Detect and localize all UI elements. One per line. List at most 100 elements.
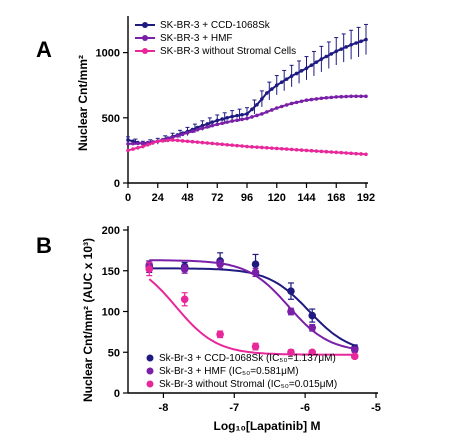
legend-b-item-2: Sk-Br-3 + HMF (IC₅₀=0.581μM)	[159, 366, 299, 377]
data-point-a-1	[265, 91, 269, 95]
data-point-b-3	[287, 348, 295, 357]
data-point-a-3	[269, 146, 274, 150]
legend-b-item-3: Sk-Br-3 without Stromal (IC₅₀=0.015μM)	[159, 379, 337, 390]
panel-a-x-tick-label: 192	[357, 192, 375, 204]
data-point-a-1	[304, 66, 309, 71]
legend-b-item-1: Sk-Br-3 + CCD-1068Sk (IC₅₀=1.137μM)	[159, 353, 336, 364]
data-point-a-1	[274, 83, 279, 87]
panel-b-y-tick-label: 50	[108, 347, 120, 359]
data-point-b-3	[251, 342, 260, 351]
data-point-a-3	[289, 147, 294, 152]
data-point-a-2	[170, 135, 175, 140]
fit-curve-b-1	[149, 267, 356, 347]
data-point-a-2	[319, 96, 324, 101]
data-point-a-2	[250, 115, 254, 119]
data-point-a-3	[260, 145, 264, 150]
data-point-a-1	[289, 74, 294, 78]
data-point-a-1	[126, 138, 130, 142]
data-point-a-1	[344, 45, 348, 49]
data-point-b-2	[180, 265, 189, 273]
data-point-a-2	[314, 97, 319, 101]
legend-a-marker-2	[142, 35, 148, 41]
data-point-a-2	[131, 141, 135, 146]
legend-b-marker-3	[146, 380, 154, 388]
panel-b-legend: Sk-Br-3 + CCD-1068Sk (IC₅₀=1.137μM) Sk-B…	[146, 353, 337, 390]
data-point-a-3	[126, 148, 130, 153]
panel-b-y-tick-label: 150	[102, 266, 120, 278]
data-point-b-2	[216, 260, 224, 269]
data-point-a-3	[150, 141, 155, 145]
legend-b-marker-2	[146, 367, 154, 375]
data-point-a-3	[180, 139, 185, 143]
data-point-a-1	[359, 39, 363, 44]
data-point-b-2	[350, 346, 359, 354]
data-point-a-3	[235, 143, 239, 148]
data-point-a-3	[255, 145, 259, 149]
legend-a-marker-3	[142, 48, 148, 54]
panel-b-y-tick-label: 0	[114, 388, 120, 400]
data-point-a-3	[314, 149, 319, 153]
data-point-a-1	[329, 52, 334, 56]
panel-a-axes: 0 24 48 72 96 120 144 168 192 0 500 1000	[96, 16, 375, 204]
legend-a-item-3: SK-BR-3 without Stromal Cells	[160, 46, 296, 57]
panel-b-y-axis-label: Nuclear Cnt/mm² (AUC x 10³)	[81, 238, 95, 402]
data-point-a-2	[324, 96, 329, 100]
panel-a-label: A	[36, 37, 52, 62]
data-point-a-2	[225, 120, 229, 124]
data-point-a-1	[354, 41, 358, 45]
panel-a-y-tick-label: 500	[102, 113, 120, 125]
data-point-b-3	[216, 330, 224, 339]
data-point-a-1	[250, 107, 254, 112]
panel-b-axes: -8 -7 -6 -5 0 50 100 150 200	[102, 225, 381, 414]
data-point-a-2	[359, 94, 363, 99]
data-point-a-2	[349, 94, 353, 99]
data-point-a-1	[260, 97, 264, 101]
data-point-a-2	[141, 141, 145, 146]
data-point-a-3	[195, 140, 200, 144]
panel-b-x-tick-label: -6	[300, 402, 310, 414]
legend-b-marker-1	[146, 354, 154, 362]
data-point-a-2	[126, 142, 130, 146]
data-point-b-2	[251, 268, 260, 277]
panel-a-x-tick-label: 168	[327, 192, 345, 204]
data-point-a-1	[269, 87, 274, 91]
data-point-a-3	[146, 142, 150, 147]
data-point-a-2	[255, 113, 259, 118]
data-point-a-3	[225, 142, 229, 147]
panel-a-x-tick-label: 96	[241, 192, 253, 204]
panel-b-label: B	[36, 233, 52, 258]
data-point-a-3	[131, 147, 135, 151]
data-point-a-2	[180, 132, 185, 137]
data-point-a-3	[265, 145, 269, 150]
legend-a-item-1: SK-BR-3 + CCD-1068Sk	[160, 20, 271, 31]
data-point-a-2	[136, 141, 140, 146]
panel-a-y-axis-label: Nuclear Cnt/mm²	[76, 55, 90, 151]
data-point-a-1	[235, 113, 239, 118]
data-point-a-3	[354, 151, 358, 156]
data-point-a-2	[245, 116, 249, 121]
data-point-b-1	[251, 260, 260, 269]
data-point-a-3	[240, 144, 244, 148]
data-point-a-3	[190, 139, 195, 144]
data-point-a-1	[225, 116, 229, 120]
panel-b-x-tick-label: -7	[229, 402, 239, 414]
data-point-a-3	[141, 144, 145, 149]
data-point-b-2	[308, 324, 317, 332]
data-point-b-3	[180, 295, 189, 304]
data-point-a-3	[359, 152, 363, 156]
fit-curve-b-3	[148, 278, 355, 356]
data-point-a-2	[195, 127, 200, 132]
data-point-a-2	[230, 119, 234, 123]
data-point-a-3	[160, 139, 165, 143]
data-point-a-3	[250, 145, 254, 149]
data-point-a-3	[274, 146, 279, 151]
data-point-a-1	[255, 102, 259, 107]
panel-a-x-tick-label: 72	[211, 192, 223, 204]
panel-b-y-tick-label: 100	[102, 307, 120, 319]
data-point-a-1	[230, 114, 234, 119]
panel-a-x-tick-label: 0	[125, 192, 131, 204]
data-point-a-2	[274, 106, 279, 110]
data-point-a-2	[289, 101, 294, 106]
data-point-a-3	[230, 143, 234, 147]
data-point-a-1	[294, 71, 299, 76]
